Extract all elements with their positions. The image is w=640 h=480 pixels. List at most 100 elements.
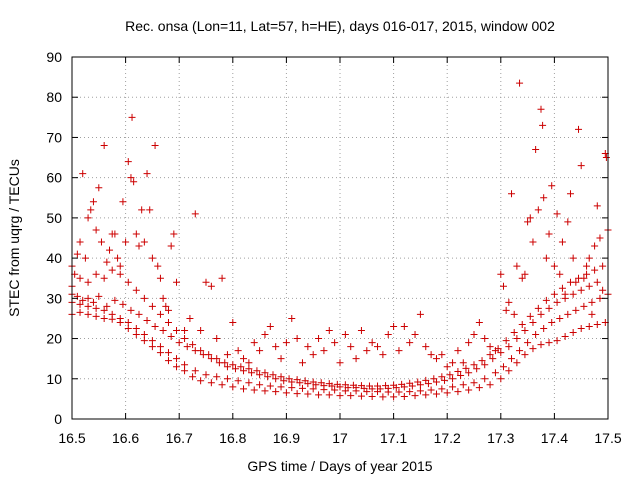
data-point	[379, 351, 387, 359]
data-point	[575, 125, 583, 133]
data-point	[76, 308, 84, 316]
data-point	[173, 327, 181, 335]
data-point	[138, 206, 146, 214]
data-point	[197, 377, 205, 385]
data-point	[156, 343, 164, 351]
data-point	[489, 355, 497, 363]
data-point	[537, 105, 545, 113]
data-point	[229, 318, 237, 326]
data-point	[234, 347, 242, 355]
data-point	[315, 335, 323, 343]
data-point	[518, 320, 526, 328]
data-point	[272, 375, 280, 383]
data-point	[304, 343, 312, 351]
data-point	[368, 392, 376, 400]
data-point	[368, 339, 376, 347]
data-point	[505, 367, 513, 375]
data-point	[156, 310, 164, 318]
data-point	[416, 310, 424, 318]
data-point	[156, 274, 164, 282]
y-tick-label: 40	[46, 250, 62, 266]
data-point	[256, 347, 264, 355]
data-point	[164, 349, 172, 357]
x-tick-label: 17.1	[380, 430, 407, 446]
data-point	[593, 320, 601, 328]
data-point	[272, 388, 280, 396]
data-point	[406, 379, 414, 387]
data-point	[128, 113, 136, 121]
data-point	[173, 355, 181, 363]
data-point	[122, 238, 130, 246]
data-point	[572, 278, 580, 286]
data-point	[491, 369, 499, 377]
data-point	[475, 318, 483, 326]
data-point	[277, 373, 285, 381]
data-point	[127, 306, 135, 314]
data-point	[422, 391, 430, 399]
y-tick-label: 90	[46, 49, 62, 65]
data-point	[92, 226, 100, 234]
data-point	[164, 318, 172, 326]
data-point	[256, 371, 264, 379]
data-point	[143, 170, 151, 178]
data-point	[481, 375, 489, 383]
data-point	[100, 274, 108, 282]
data-point	[309, 351, 317, 359]
data-point	[135, 310, 143, 318]
data-point	[223, 375, 231, 383]
data-point	[261, 369, 269, 377]
data-point	[599, 262, 607, 270]
data-point	[577, 162, 585, 170]
data-point	[526, 214, 534, 222]
data-point	[400, 322, 408, 330]
data-point	[106, 246, 114, 254]
data-point	[189, 341, 197, 349]
data-point	[127, 174, 135, 182]
data-point	[159, 294, 167, 302]
data-point	[76, 300, 84, 308]
data-point	[577, 325, 585, 332]
data-point	[293, 390, 301, 398]
data-point	[508, 355, 516, 363]
data-point	[95, 184, 103, 192]
data-point	[256, 381, 264, 389]
x-tick-label: 16.7	[166, 430, 193, 446]
data-point	[218, 381, 226, 389]
data-point	[213, 335, 221, 343]
data-point	[510, 329, 518, 337]
data-point	[309, 378, 317, 386]
data-point	[449, 375, 457, 383]
data-point	[585, 282, 593, 290]
data-point	[553, 337, 561, 345]
data-point	[516, 79, 524, 87]
data-point	[282, 389, 290, 397]
data-point	[564, 218, 572, 226]
x-tick-label: 16.6	[112, 430, 139, 446]
data-point	[395, 347, 403, 355]
data-point	[400, 392, 408, 400]
data-point	[518, 274, 526, 282]
data-point	[406, 388, 414, 396]
data-point	[556, 314, 564, 322]
data-point	[398, 380, 406, 388]
data-point	[454, 368, 462, 376]
x-tick-labels: 16.5 16.6 16.7 16.8 16.9 17 17.1 17.2 17.3 17.4 17…	[58, 430, 621, 446]
data-point	[181, 335, 189, 343]
data-point	[277, 383, 285, 391]
data-point	[148, 337, 156, 345]
data-point	[585, 254, 593, 262]
data-point	[593, 278, 601, 286]
x-tick-label: 17.2	[434, 430, 461, 446]
data-point	[363, 347, 371, 355]
data-point	[414, 378, 422, 386]
data-point	[148, 254, 156, 262]
data-point	[108, 266, 116, 274]
data-point	[173, 278, 181, 286]
data-point	[304, 390, 312, 398]
data-point	[202, 278, 210, 286]
data-point	[486, 343, 494, 351]
data-point	[481, 361, 489, 369]
data-point	[558, 238, 566, 246]
data-point	[457, 372, 465, 380]
data-point	[499, 363, 507, 371]
